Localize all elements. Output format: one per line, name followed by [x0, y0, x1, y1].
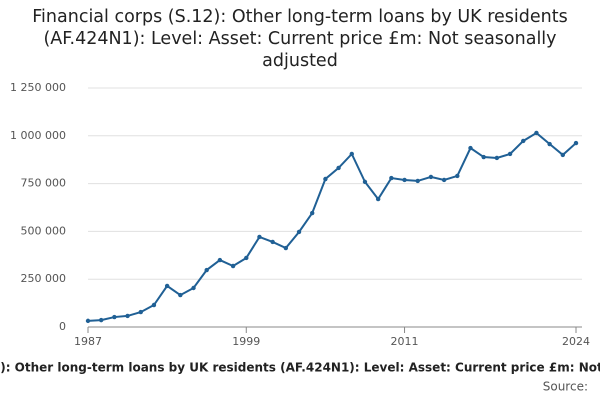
data-point	[375, 196, 381, 202]
data-point	[560, 152, 566, 158]
data-point	[151, 302, 157, 308]
x-tick-label: 2024	[562, 335, 590, 348]
data-point	[283, 245, 289, 251]
data-point	[98, 317, 104, 323]
y-tick-label: 1 000 000	[10, 129, 66, 142]
data-point	[336, 165, 341, 171]
data-point	[428, 174, 434, 180]
x-tick-label: 1987	[74, 335, 102, 348]
data-point	[244, 255, 249, 261]
x-tick-label: 2011	[391, 335, 419, 348]
y-tick-label: 250 000	[21, 272, 67, 285]
data-point	[85, 318, 91, 324]
data-point	[125, 313, 130, 319]
data-point	[323, 176, 328, 182]
data-point	[164, 283, 170, 289]
data-point	[296, 229, 302, 235]
y-tick-label: 750 000	[21, 177, 67, 190]
data-point	[521, 138, 526, 144]
data-point	[481, 154, 486, 160]
x-tick-label: 1999	[232, 335, 260, 348]
y-tick-label: 0	[59, 320, 66, 333]
data-point	[389, 175, 394, 181]
data-point	[257, 234, 262, 240]
data-point	[441, 177, 447, 183]
legend-label: Financial corps (S.12): Other long-term …	[0, 361, 600, 375]
data-point	[112, 314, 117, 320]
data-point	[573, 140, 579, 146]
data-point	[270, 239, 275, 245]
data-point	[362, 179, 368, 185]
data-point	[402, 177, 407, 183]
data-point	[178, 292, 183, 298]
data-point	[217, 257, 223, 263]
y-tick-label: 500 000	[21, 224, 67, 237]
y-tick-label: 1 250 000	[10, 81, 66, 94]
data-point	[349, 151, 354, 157]
data-point	[230, 263, 236, 269]
data-point	[191, 285, 196, 291]
data-point	[494, 155, 500, 161]
data-point	[455, 173, 460, 179]
data-point	[415, 178, 420, 184]
data-point	[138, 309, 143, 315]
data-point	[204, 267, 209, 273]
data-point	[547, 141, 552, 147]
data-point	[468, 145, 473, 151]
data-point	[534, 130, 539, 136]
series-line	[87, 131, 577, 322]
chart-title: Financial corps (S.12): Other long-term …	[32, 7, 568, 71]
data-point	[310, 210, 315, 216]
data-point	[507, 151, 513, 157]
source: Source:	[543, 380, 588, 394]
